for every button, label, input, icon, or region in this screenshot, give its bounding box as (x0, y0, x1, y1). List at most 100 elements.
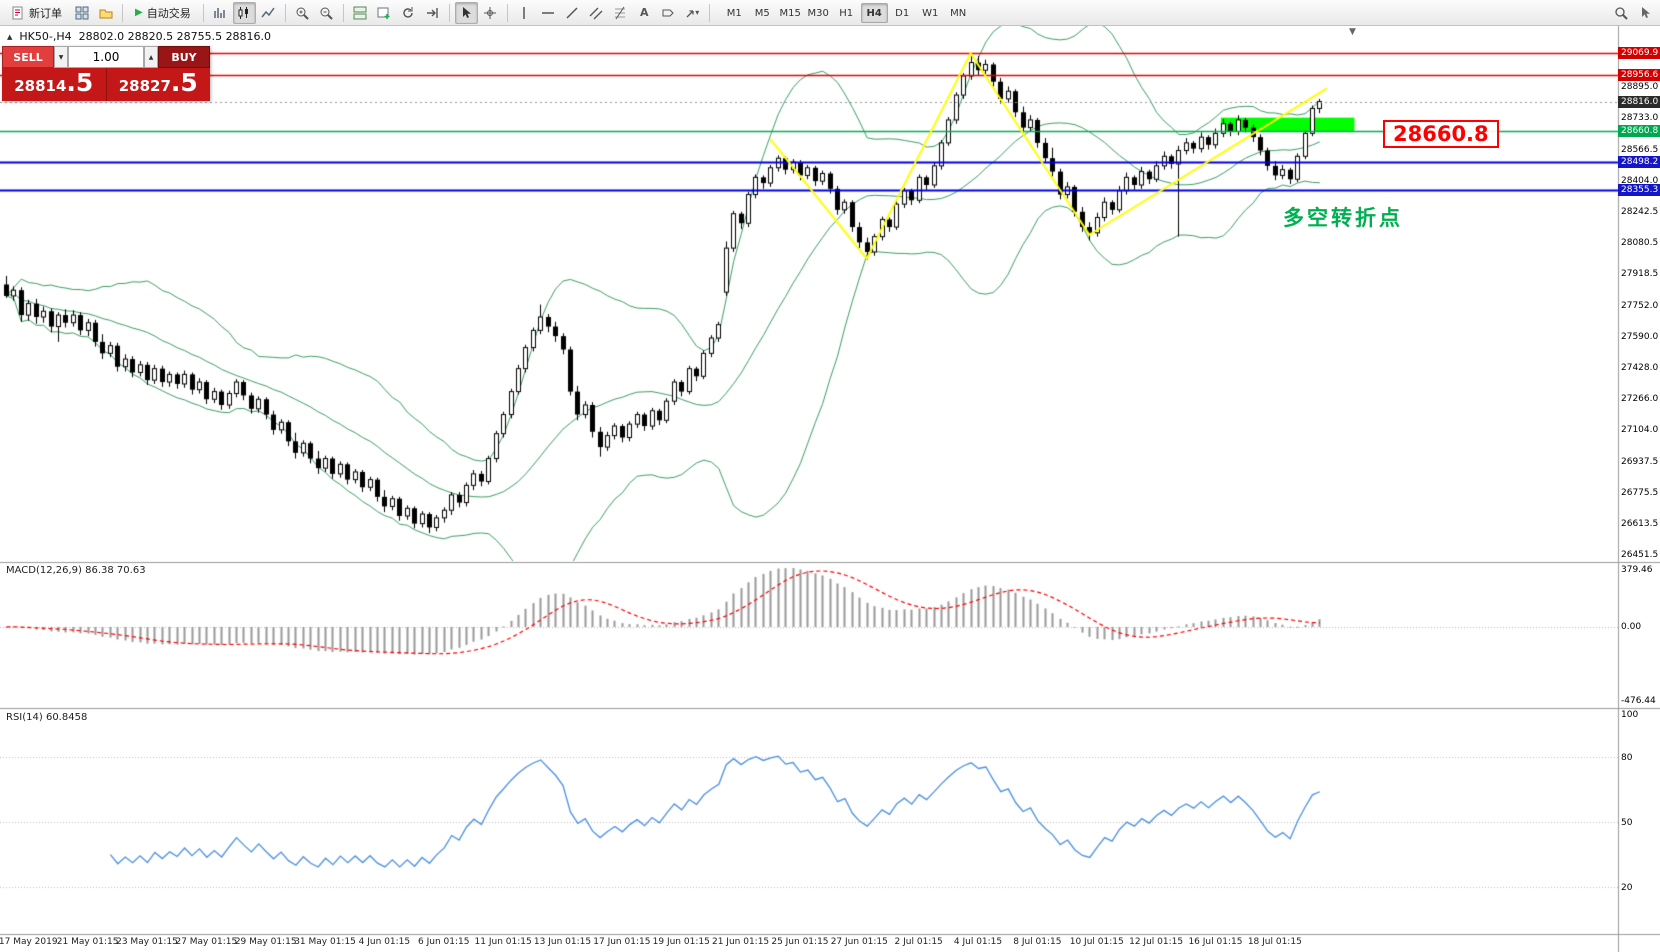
main-toolbar: 新订单 ▶ 自动交易 A ▾ M1 M5 M15 M30 H1 H4 D1 W1 MN (0, 0, 1660, 26)
chart-shift-button[interactable] (421, 2, 444, 24)
price-axis-tick: 26775.5 (1621, 487, 1659, 498)
new-chart-button[interactable] (373, 2, 396, 24)
timeframe-m5[interactable]: M5 (754, 7, 770, 19)
tile-windows-button[interactable] (349, 2, 372, 24)
toolbar-separator (448, 3, 450, 22)
new-order-icon (12, 6, 23, 19)
price-axis-tick: 27590.0 (1621, 332, 1659, 343)
profiles-icon (99, 9, 112, 18)
timeframe-d1[interactable]: D1 (895, 7, 910, 19)
volume-input[interactable] (68, 46, 144, 68)
channel-icon (589, 7, 603, 19)
autotrading-button[interactable]: ▶ 自动交易 (128, 2, 198, 24)
cursor-tool-button[interactable] (454, 1, 478, 24)
time-axis-label: 11 Jun 01:15 (474, 937, 532, 947)
price-axis-tick: 27752.0 (1621, 301, 1659, 312)
candlestick-chart-button[interactable] (232, 1, 256, 24)
time-axis-label: 4 Jun 01:15 (358, 937, 411, 947)
zoom-in-button[interactable] (291, 2, 314, 24)
chart-shift-icon (427, 7, 438, 18)
time-axis-label: 27 May 01:15 (175, 937, 238, 947)
price-axis-tick: 28404.0 (1621, 176, 1659, 187)
zoom-out-button[interactable] (315, 2, 338, 24)
macd-axis-tick: 379.46 (1621, 565, 1653, 575)
rsi-axis-tick: 50 (1621, 818, 1633, 828)
price-badge: 28355.3 (1618, 183, 1660, 196)
charts-grid-button[interactable] (70, 2, 93, 24)
price-badge: 28498.2 (1618, 156, 1660, 169)
autotrading-label: 自动交易 (146, 6, 191, 20)
time-axis-label: 4 Jul 01:15 (953, 937, 1003, 947)
new-order-button[interactable]: 新订单 (4, 2, 69, 24)
buy-price[interactable]: 28827.5 (106, 68, 210, 101)
candlestick-chart-icon (238, 6, 249, 19)
channel-tool-button[interactable] (585, 2, 608, 24)
zoom-in-icon (296, 7, 309, 20)
price-chart-canvas[interactable] (0, 26, 1660, 952)
price-badge: 28660.8 (1618, 125, 1660, 138)
volume-decrease-button[interactable]: ▼ (54, 46, 68, 68)
timeframe-m15[interactable]: M15 (779, 7, 801, 19)
volume-increase-button[interactable]: ▲ (144, 46, 158, 68)
fibonacci-tool-button[interactable] (609, 2, 632, 24)
price-axis-tick: 28733.0 (1621, 113, 1659, 124)
time-axis-label: 31 May 01:15 (294, 937, 356, 947)
horizontal-line-tool-button[interactable] (537, 2, 560, 24)
price-axis-tick: 27104.0 (1621, 425, 1659, 436)
symbol-period-label: HK50-,H4 (19, 30, 72, 43)
sell-price-fraction: .5 (66, 68, 94, 97)
time-axis-label: 12 Jul 01:15 (1129, 937, 1184, 947)
fibonacci-icon (615, 6, 626, 19)
line-chart-icon (261, 7, 275, 17)
buy-price-main: 28827 (118, 77, 171, 95)
bar-chart-button[interactable] (209, 2, 232, 24)
sell-button[interactable]: SELL (2, 46, 54, 68)
crosshair-icon (484, 6, 497, 19)
label-tool-button[interactable] (657, 2, 680, 24)
trendline-tool-button[interactable] (561, 2, 584, 24)
price-axis-tick: 26451.5 (1621, 549, 1659, 560)
auto-scroll-button[interactable] (397, 2, 420, 24)
profiles-button[interactable] (94, 2, 117, 24)
line-chart-button[interactable] (257, 2, 280, 24)
timeframe-m30[interactable]: M30 (807, 7, 829, 19)
vertical-line-tool-button[interactable] (513, 2, 536, 24)
search-button[interactable] (1609, 2, 1632, 24)
toolbar-separator (506, 3, 508, 22)
timeframe-h4[interactable]: H4 (860, 2, 888, 23)
crosshair-tool-button[interactable] (479, 2, 502, 24)
zoom-out-icon (320, 7, 333, 20)
price-badge: 28956.6 (1618, 68, 1660, 81)
toolbar-separator (284, 3, 286, 22)
price-axis-tick: 26937.5 (1621, 456, 1659, 467)
buy-price-fraction: .5 (170, 68, 198, 97)
macd-axis-tick: -476.44 (1621, 696, 1656, 706)
buy-button[interactable]: BUY (158, 46, 210, 68)
sell-price[interactable]: 28814.5 (2, 68, 106, 101)
toolbar-separator (708, 3, 710, 22)
time-axis-label: 13 Jun 01:15 (533, 937, 592, 947)
pointer-mode-button[interactable] (1633, 2, 1656, 24)
new-order-label: 新订单 (29, 6, 62, 20)
time-axis-label: 21 May 01:15 (56, 937, 119, 947)
time-axis-label: 8 Jul 01:15 (1013, 937, 1062, 947)
price-axis-tick: 27428.0 (1621, 363, 1659, 374)
time-axis-label: 25 Jun 01:15 (771, 937, 829, 947)
timeframe-m1[interactable]: M1 (726, 7, 742, 19)
timeframe-h1[interactable]: H1 (839, 7, 854, 19)
trendline-icon (566, 6, 578, 19)
timeframe-switcher: M1 M5 M15 M30 H1 H4 D1 W1 MN (721, 2, 972, 23)
time-axis-label: 6 Jun 01:15 (418, 937, 470, 947)
timeframe-mn[interactable]: MN (950, 7, 967, 19)
rsi-axis-tick: 80 (1621, 753, 1633, 764)
time-axis-label: 21 Jun 01:15 (711, 937, 770, 947)
timeframe-w1[interactable]: W1 (922, 7, 939, 19)
arrows-tool-button[interactable]: ▾ (681, 2, 704, 24)
tile-windows-icon (353, 6, 367, 19)
chart-marker-icon: ▲ (7, 32, 13, 41)
search-icon (1614, 6, 1628, 20)
price-level-callout: 28660.8 (1383, 120, 1499, 148)
text-tool-button[interactable]: A (633, 2, 656, 24)
one-click-trading-widget: SELL ▼ ▲ BUY 28814.5 28827.5 (2, 46, 210, 101)
time-axis-label: 29 May 01:15 (234, 937, 297, 947)
